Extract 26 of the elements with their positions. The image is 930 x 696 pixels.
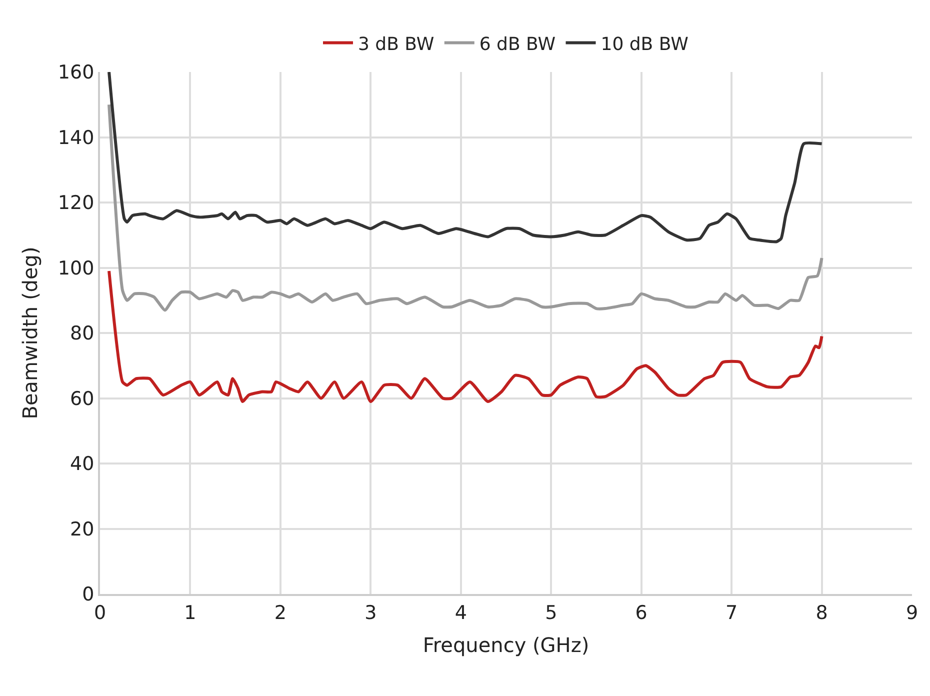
y-tick-label: 160 — [58, 62, 94, 84]
legend-label: 3 dB BW — [358, 34, 434, 55]
y-tick-label: 140 — [58, 126, 94, 149]
y-tick-label: 100 — [58, 257, 94, 280]
x-tick-label: 6 — [635, 602, 648, 624]
line-series — [108, 270, 824, 404]
y-tick-label: 0 — [82, 584, 94, 606]
x-tick-label: 7 — [726, 602, 738, 624]
x-tick-label: 5 — [545, 602, 558, 624]
x-tick-label: 8 — [816, 602, 828, 624]
y-tick-label: 80 — [70, 322, 94, 345]
x-tick-label: 9 — [906, 602, 918, 624]
y-tick-label: 60 — [70, 388, 94, 410]
y-tick-label: 40 — [70, 453, 94, 476]
x-axis-title: Frequency (GHz) — [422, 632, 590, 657]
x-tick-label: 3 — [364, 602, 377, 624]
line-series — [108, 72, 824, 244]
y-tick-label: 20 — [70, 518, 94, 540]
x-tick-label: 4 — [454, 602, 467, 624]
legend-label: 6 dB BW — [479, 34, 556, 55]
line-series — [108, 103, 824, 312]
x-tick-label: 1 — [184, 602, 196, 624]
y-tick-label: 120 — [58, 192, 94, 214]
x-tick-label: 2 — [274, 602, 286, 624]
legend-label: 10 dB BW — [600, 34, 689, 55]
y-axis-title: Beamwidth (deg) — [18, 246, 42, 420]
